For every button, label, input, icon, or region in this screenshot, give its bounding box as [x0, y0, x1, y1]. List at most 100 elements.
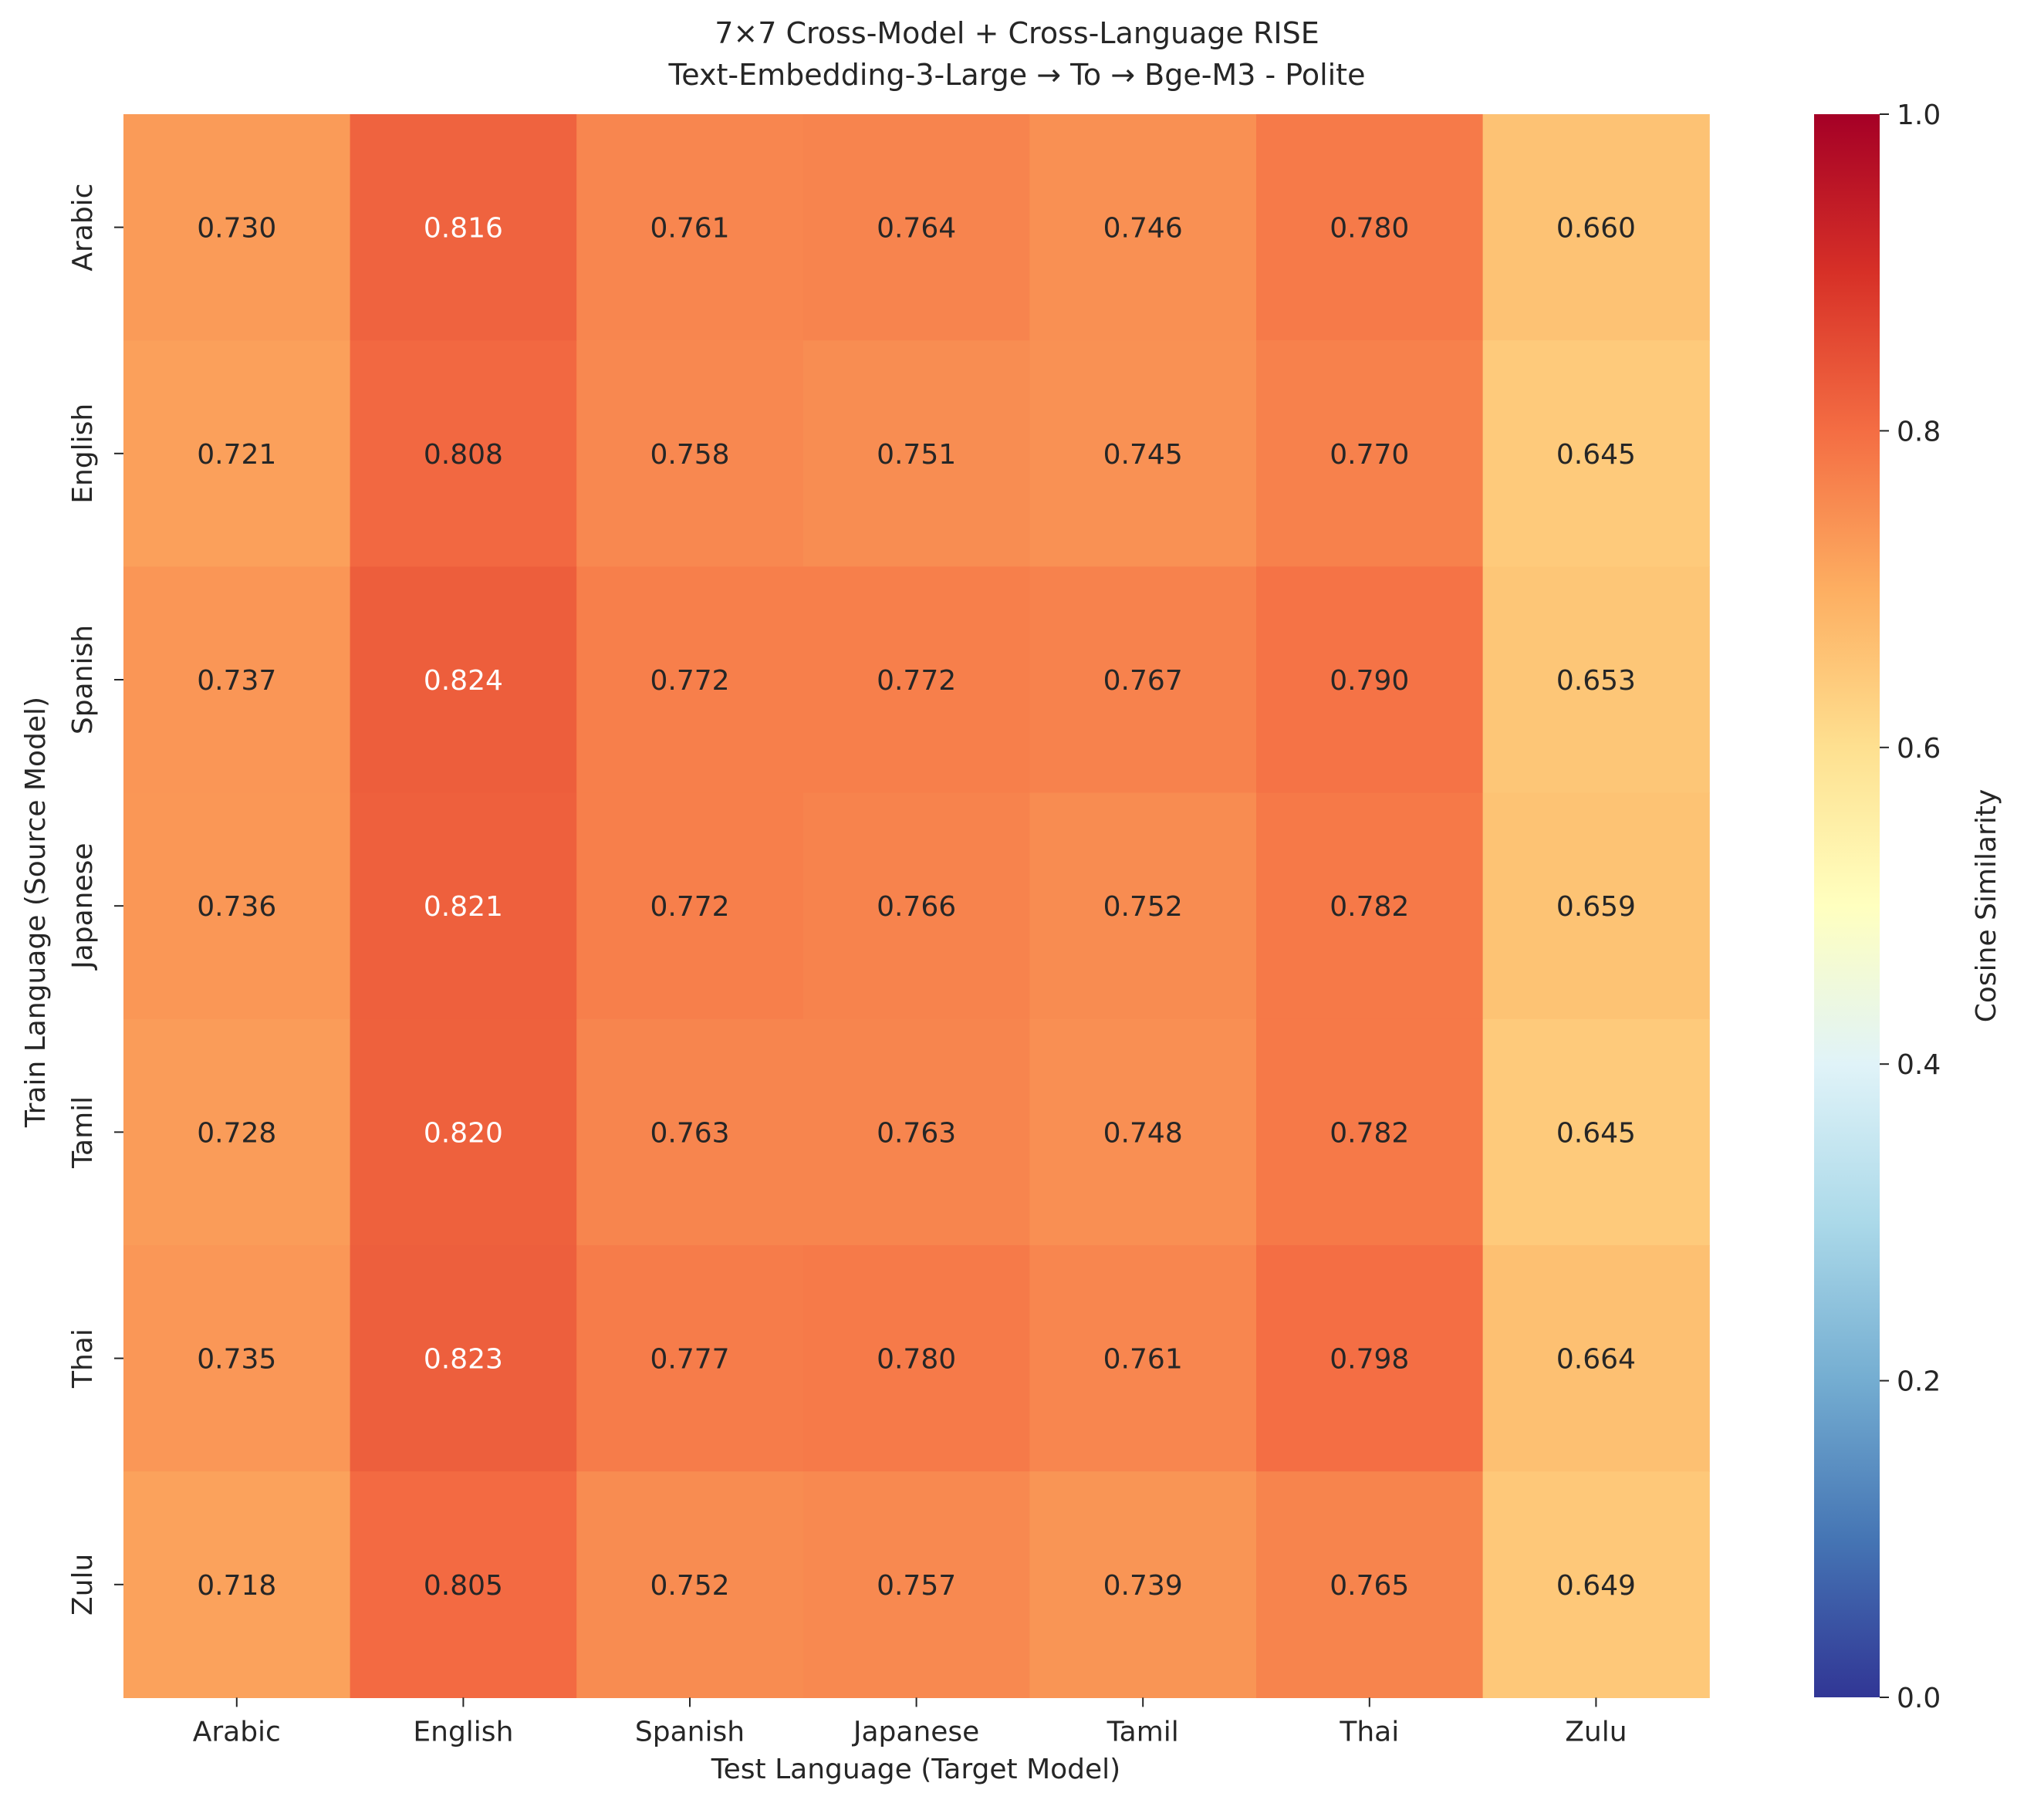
heatmap-cell	[1482, 566, 1710, 794]
cell-value-label: 0.763	[650, 1117, 729, 1149]
cell-value-label: 0.766	[877, 891, 956, 923]
x-tick-label: Tamil	[1107, 1716, 1179, 1747]
colorbar-label: Cosine Similarity	[1971, 789, 2002, 1023]
heatmap-cell	[350, 1471, 577, 1698]
heatmap-cell	[1029, 566, 1257, 794]
heatmap-cell	[1029, 340, 1257, 567]
heatmap-cell	[576, 566, 804, 794]
y-tick-label: Spanish	[67, 625, 99, 734]
cell-value-label: 0.752	[1103, 891, 1183, 923]
heatmap-cell	[123, 792, 351, 1020]
cell-value-label: 0.721	[197, 439, 276, 471]
heatmap-cell	[350, 340, 577, 567]
colorbar-tick-label: 0.4	[1897, 1049, 1941, 1081]
cell-value-label: 0.752	[650, 1570, 729, 1602]
cell-value-label: 0.739	[1103, 1570, 1183, 1602]
y-tick-label: Zulu	[67, 1554, 99, 1616]
heatmap-cell	[1482, 114, 1710, 341]
chart-title-line2: Text-Embedding-3-Large → To → Bge-M3 - P…	[668, 58, 1366, 92]
cell-value-label: 0.764	[877, 213, 956, 245]
heatmap-cell	[1482, 792, 1710, 1020]
heatmap-cell	[576, 114, 804, 341]
heatmap-cell	[123, 1018, 351, 1246]
heatmap-cell	[1029, 1018, 1257, 1246]
heatmap-cell	[1256, 1245, 1484, 1472]
cell-value-label: 0.730	[197, 213, 276, 245]
heatmap-cell	[1029, 114, 1257, 341]
heatmap-cell	[1256, 1471, 1484, 1698]
heatmap-cell	[802, 114, 1030, 341]
cell-value-label: 0.780	[1330, 213, 1409, 245]
cell-value-label: 0.765	[1330, 1570, 1409, 1602]
x-tick-label: Zulu	[1565, 1716, 1627, 1747]
y-tick-label: Tamil	[67, 1096, 99, 1169]
cell-value-label: 0.735	[197, 1344, 276, 1376]
cell-value-label: 0.767	[1103, 665, 1183, 697]
heatmap-cell	[1482, 1471, 1710, 1698]
heatmap-cell	[123, 114, 351, 341]
heatmap-cell	[1256, 340, 1484, 567]
heatmap-cell	[123, 1245, 351, 1472]
heatmap-cell	[802, 1245, 1030, 1472]
heatmap-cell	[1256, 114, 1484, 341]
cell-value-label: 0.782	[1330, 891, 1409, 923]
cell-value-label: 0.746	[1103, 213, 1183, 245]
x-tick-label: Spanish	[635, 1716, 745, 1747]
cell-value-label: 0.751	[877, 439, 956, 471]
cell-value-label: 0.645	[1556, 439, 1636, 471]
colorbar-tick-label: 0.2	[1897, 1366, 1941, 1398]
heatmap-cell	[1029, 1245, 1257, 1472]
cell-value-label: 0.748	[1103, 1117, 1183, 1149]
cell-value-label: 0.790	[1330, 665, 1409, 697]
cell-value-label: 0.772	[650, 891, 729, 923]
y-axis-label: Train Language (Source Model)	[20, 697, 52, 1128]
y-axis-ticks: Arabic English Spanish Japanese Tamil Thai Zul…	[67, 184, 123, 1616]
cell-value-label: 0.772	[650, 665, 729, 697]
cell-value-label: 0.798	[1330, 1344, 1409, 1376]
cell-value-label: 0.659	[1556, 891, 1636, 923]
cell-value-label: 0.649	[1556, 1570, 1636, 1602]
cell-value-label: 0.805	[424, 1570, 503, 1602]
cell-value-label: 0.757	[877, 1570, 956, 1602]
cell-value-label: 0.782	[1330, 1117, 1409, 1149]
cell-value-label: 0.770	[1330, 439, 1409, 471]
x-tick-label: English	[413, 1716, 513, 1747]
heatmap-cell	[576, 1245, 804, 1472]
heatmap-cell	[1482, 340, 1710, 567]
colorbar-tick-label: 0.8	[1897, 416, 1941, 447]
cell-value-label: 0.737	[197, 665, 276, 697]
cell-value-label: 0.718	[197, 1570, 276, 1602]
heatmap-cell	[802, 1018, 1030, 1246]
heatmap-cell	[123, 566, 351, 794]
cell-value-label: 0.758	[650, 439, 729, 471]
chart-title-line1: 7×7 Cross-Model + Cross-Language RISE	[715, 16, 1319, 50]
x-axis-ticks: Arabic English Spanish Japanese Tamil Thai Zul…	[193, 1697, 1627, 1747]
cell-value-label: 0.664	[1556, 1344, 1636, 1376]
y-tick-label: Thai	[67, 1329, 99, 1389]
heatmap-cell	[1256, 1018, 1484, 1246]
heatmap-cell	[1256, 566, 1484, 794]
heatmap-cell	[576, 1471, 804, 1698]
heatmap-cell	[350, 566, 577, 794]
heatmap-cell	[802, 792, 1030, 1020]
heatmap-cell	[1482, 1018, 1710, 1246]
cell-value-label: 0.761	[650, 213, 729, 245]
y-tick-label: English	[67, 404, 99, 504]
cell-value-label: 0.763	[877, 1117, 956, 1149]
x-tick-label: Arabic	[193, 1716, 281, 1747]
cell-value-label: 0.736	[197, 891, 276, 923]
cell-value-labels: 0.730 0.816 0.761 0.764 0.746 0.780 0.660 0.721…	[197, 213, 1636, 1602]
x-tick-label: Japanese	[852, 1716, 979, 1747]
heatmap-cell	[350, 792, 577, 1020]
y-tick-label: Arabic	[67, 184, 99, 272]
colorbar-tick-label: 1.0	[1897, 100, 1941, 131]
heatmap-cell	[1029, 1471, 1257, 1698]
heatmap-cell	[1029, 792, 1257, 1020]
cell-value-label: 0.653	[1556, 665, 1636, 697]
cell-value-label: 0.745	[1103, 439, 1183, 471]
heatmap-cell	[123, 1471, 351, 1698]
y-tick-label: Japanese	[67, 842, 99, 970]
colorbar-ticks: 0.0 0.2 0.4 0.6 0.8 1.0	[1880, 100, 1941, 1714]
heatmap-cell	[802, 340, 1030, 567]
heatmap-cell	[576, 340, 804, 567]
